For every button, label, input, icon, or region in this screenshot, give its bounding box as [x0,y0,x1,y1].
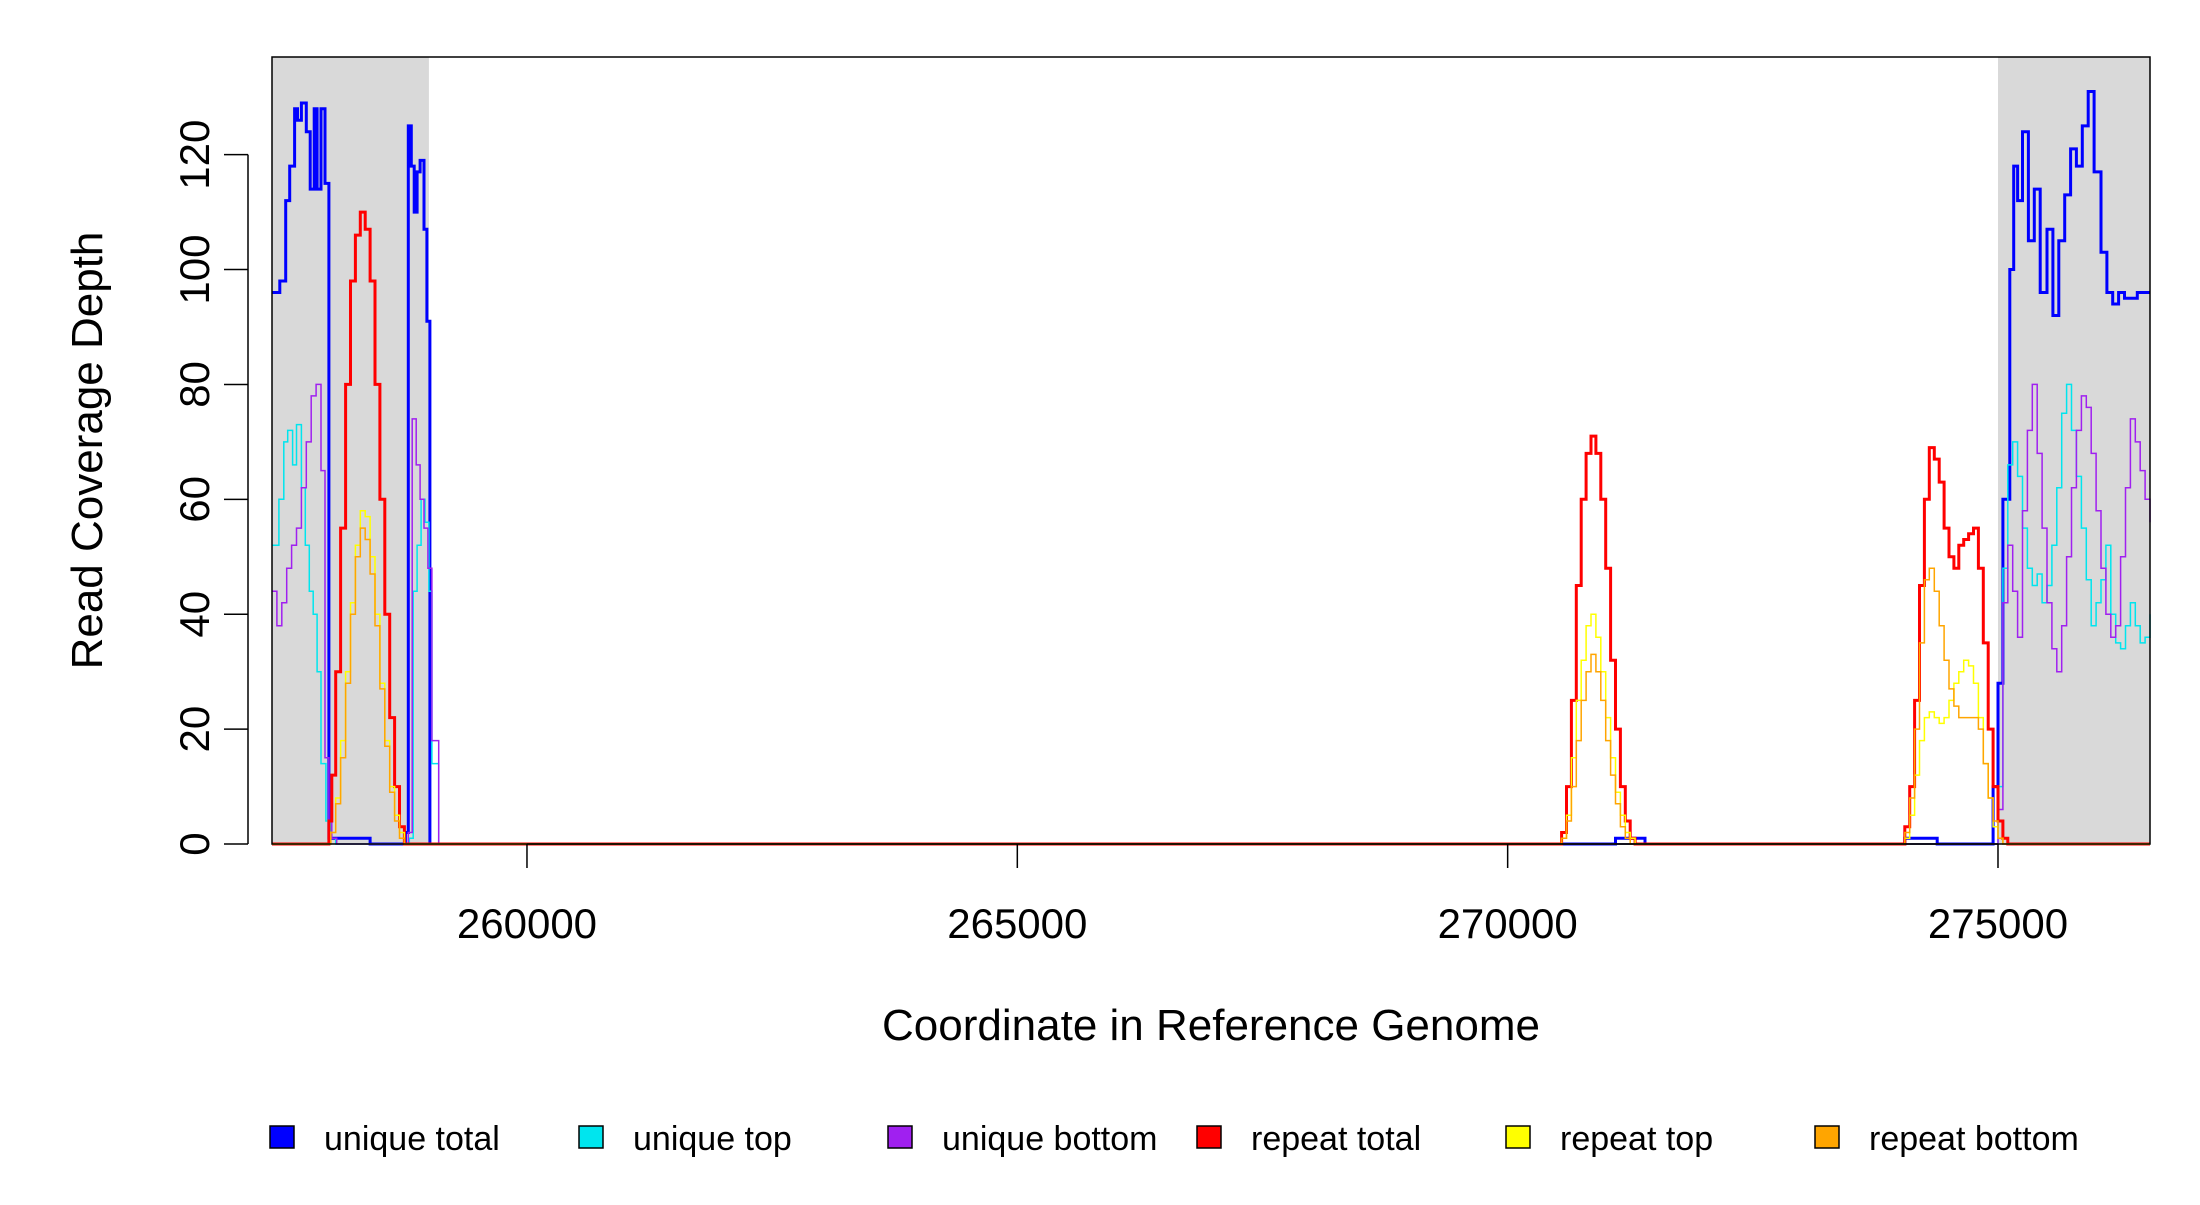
x-tick-label: 275000 [1928,900,2068,947]
y-tick-label: 40 [171,591,218,638]
shaded-regions [272,57,2150,844]
series-line-unique-total [272,90,2150,846]
y-tick-label: 100 [171,235,218,305]
legend-label: unique bottom [942,1120,1158,1158]
shaded-region-2 [1997,57,2150,844]
plot-frame [271,56,2151,845]
shaded-region-1 [272,57,429,844]
y-axis-label: Read Coverage Depth [63,232,112,670]
legend-swatch [1505,1125,1531,1149]
series-lines [272,90,2151,846]
x-tick-label: 265000 [947,900,1087,947]
y-tick-label: 0 [171,832,218,855]
y-tick-label: 80 [171,361,218,408]
axes: 260000 265000 270000 275000 0 20 40 60 80 100 120 [171,120,2068,947]
legend-label: repeat top [1560,1120,1713,1158]
legend-swatch [578,1125,604,1149]
x-tick-label: 260000 [457,900,597,947]
x-tick-label: 270000 [1438,900,1578,947]
series-line-repeat-total [272,210,2150,846]
legend-label: unique top [633,1120,792,1158]
legend: unique total unique top unique bottom repea… [269,1120,2079,1158]
series-line-unique-bottom [272,383,2151,845]
x-axis-label: Coordinate in Reference Genome [882,1001,1540,1050]
legend-label: unique total [324,1120,500,1158]
y-tick-label: 20 [171,706,218,753]
series-line-repeat-top [272,510,2150,845]
legend-label: repeat total [1251,1120,1421,1158]
legend-swatch [1196,1125,1222,1149]
legend-swatch [1814,1125,1840,1149]
legend-swatch [887,1125,913,1149]
series-line-repeat-bottom [272,527,2150,845]
legend-swatch [269,1125,295,1149]
y-tick-label: 60 [171,476,218,523]
legend-label: repeat bottom [1869,1120,2079,1158]
y-tick-label: 120 [171,120,218,190]
series-line-unique-top [272,383,2151,845]
